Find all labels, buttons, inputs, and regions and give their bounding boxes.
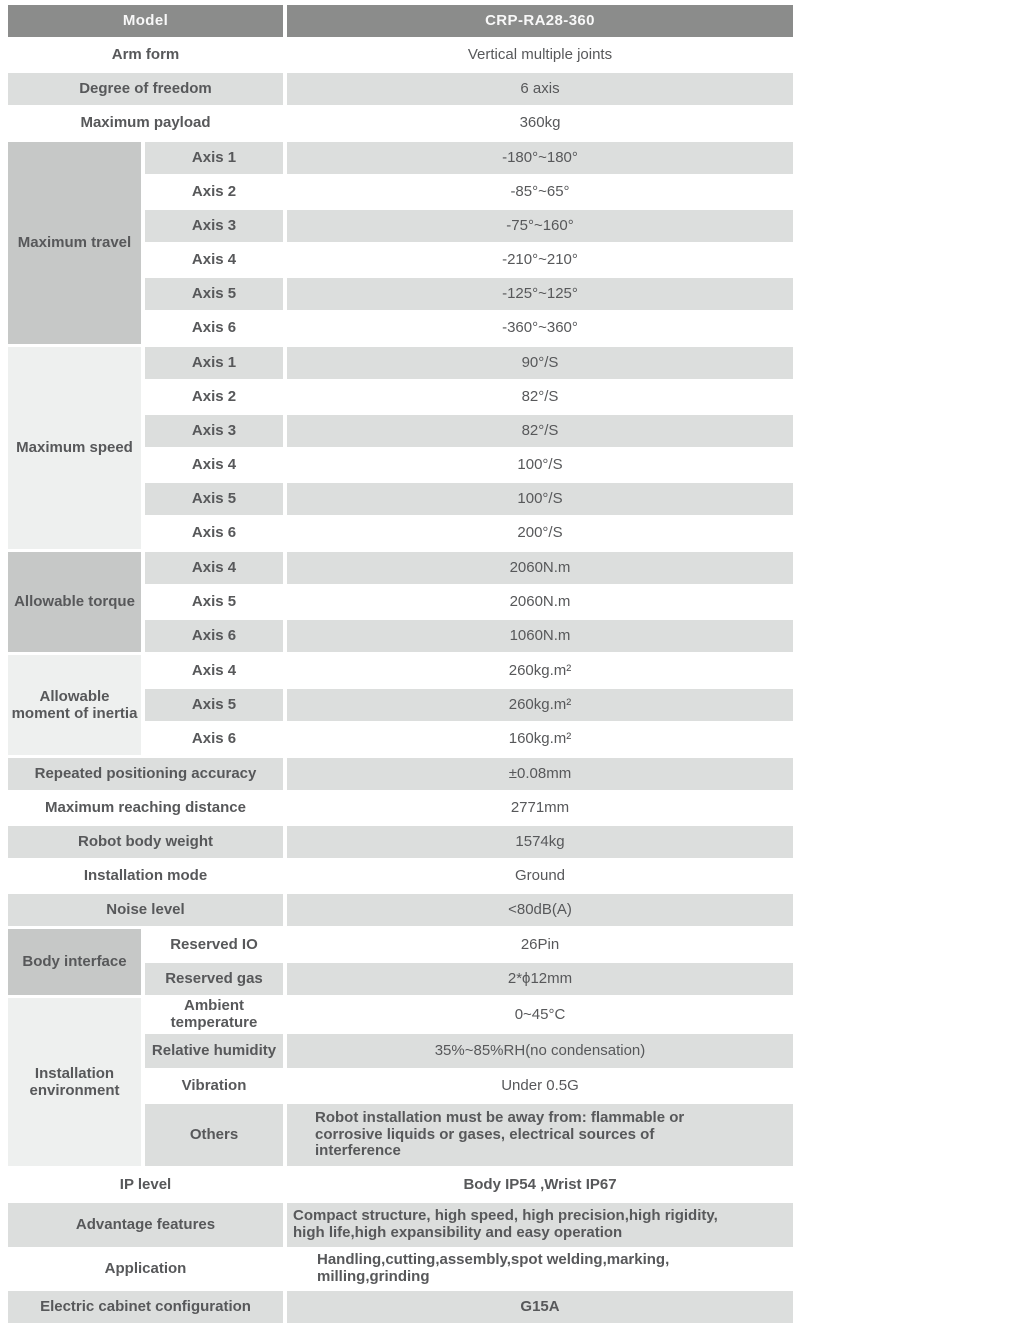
sub-value: 26Pin [287,929,793,961]
sub-label: Reserved IO [145,929,283,961]
axis-label: Axis 6 [145,312,283,344]
row-label: Robot body weight [8,826,283,858]
row-label: IP level [8,1169,283,1201]
model-header-value: CRP-RA28-360 [287,5,793,37]
axis-value: 200°/S [287,517,793,549]
axis-label: Axis 6 [145,517,283,549]
axis-value: 2060N.m [287,552,793,584]
axis-value: -85°~65° [287,176,793,208]
axis-value: 1060N.m [287,620,793,652]
section-body-interface: Body interface Reserved IO 26Pin Reserve… [8,929,793,995]
model-header-label: Model [8,5,283,37]
robot-spec-table: Model CRP-RA28-360 Arm form Vertical mul… [8,5,793,1323]
axis-label: Axis 4 [145,449,283,481]
sub-label: Others [145,1104,283,1166]
axis-label: Axis 2 [145,381,283,413]
sub-value: Under 0.5G [287,1070,793,1102]
sub-label: Relative humidity [145,1034,283,1068]
axis-label: Axis 1 [145,347,283,379]
section-general: Repeated positioning accuracy ±0.08mm Ma… [8,758,793,926]
row-label: Noise level [8,894,283,926]
row-value: G15A [287,1291,793,1323]
row-label: Arm form [8,39,283,71]
row-value: Ground [287,860,793,892]
axis-label: Axis 5 [145,586,283,618]
section-maximum-speed: Maximum speed Axis 1 90°/S Axis 2 82°/S … [8,347,793,549]
axis-value: 260kg.m² [287,655,793,687]
row-value: 360kg [287,107,793,139]
axis-label: Axis 2 [145,176,283,208]
axis-value: 100°/S [287,449,793,481]
section-top: Model CRP-RA28-360 Arm form Vertical mul… [8,5,793,139]
axis-label: Axis 5 [145,278,283,310]
group-label: Maximum travel [8,142,141,344]
axis-value: 260kg.m² [287,689,793,721]
row-label: Advantage features [8,1203,283,1247]
sub-label: Reserved gas [145,963,283,995]
sub-label: Vibration [145,1070,283,1102]
axis-value: -180°~180° [287,142,793,174]
axis-value: -360°~360° [287,312,793,344]
axis-label: Axis 1 [145,142,283,174]
axis-label: Axis 4 [145,552,283,584]
axis-label: Axis 6 [145,723,283,755]
row-value: 1574kg [287,826,793,858]
section-allowable-torque: Allowable torque Axis 4 2060N.m Axis 5 2… [8,552,793,652]
row-value: <80dB(A) [287,894,793,926]
group-label: Allowable torque [8,552,141,652]
row-value: 6 axis [287,73,793,105]
row-value: Body IP54 ,Wrist IP67 [287,1169,793,1201]
axis-label: Axis 4 [145,655,283,687]
axis-value: 100°/S [287,483,793,515]
group-label: Body interface [8,929,141,995]
sub-value: 35%~85%RH(no condensation) [287,1034,793,1068]
sub-value: Robot installation must be away from: fl… [287,1104,793,1166]
row-label: Electric cabinet configuration [8,1291,283,1323]
row-label: Installation mode [8,860,283,892]
axis-value: 82°/S [287,381,793,413]
axis-value: -125°~125° [287,278,793,310]
group-label: Allowable moment of inertia [8,655,141,755]
axis-value: 82°/S [287,415,793,447]
axis-label: Axis 5 [145,483,283,515]
row-label: Degree of freedom [8,73,283,105]
axis-label: Axis 3 [145,415,283,447]
row-value: Compact structure, high speed, high prec… [287,1203,793,1247]
axis-value: -210°~210° [287,244,793,276]
sub-value: 0~45°C [287,998,793,1032]
row-label: Maximum payload [8,107,283,139]
row-value: 2771mm [287,792,793,824]
section-maximum-travel: Maximum travel Axis 1 -180°~180° Axis 2 … [8,142,793,344]
row-label: Maximum reaching distance [8,792,283,824]
axis-value: 90°/S [287,347,793,379]
axis-label: Axis 3 [145,210,283,242]
section-bottom: IP level Body IP54 ,Wrist IP67 Advantage… [8,1169,793,1323]
axis-value: -75°~160° [287,210,793,242]
row-label: Application [8,1249,283,1289]
row-value: ±0.08mm [287,758,793,790]
axis-label: Axis 6 [145,620,283,652]
axis-label: Axis 5 [145,689,283,721]
axis-value: 160kg.m² [287,723,793,755]
section-installation-environment: Installation environment Ambient tempera… [8,997,793,1166]
axis-value: 2060N.m [287,586,793,618]
row-value: Vertical multiple joints [287,39,793,71]
sub-value: 2*ϕ12mm [287,963,793,995]
row-value: Handling,cutting,assembly,spot welding,m… [287,1249,793,1289]
group-label: Installation environment [8,998,141,1166]
group-label: Maximum speed [8,347,141,549]
axis-label: Axis 4 [145,244,283,276]
row-label: Repeated positioning accuracy [8,758,283,790]
sub-label: Ambient temperature [145,997,283,1032]
section-moment-of-inertia: Allowable moment of inertia Axis 4 260kg… [8,655,793,755]
